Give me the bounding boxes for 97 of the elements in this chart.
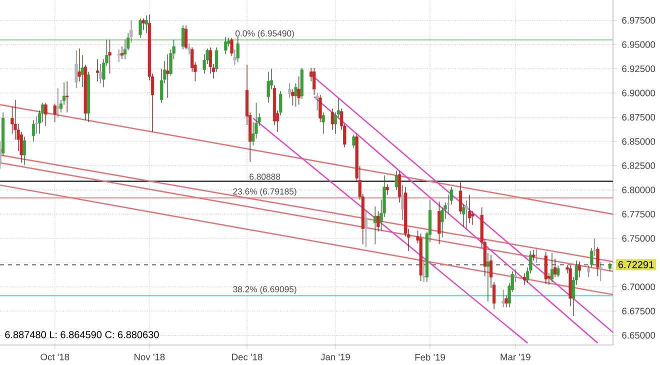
ref-line-label: 6.80888 <box>250 174 280 180</box>
candlestick <box>599 261 602 282</box>
y-tick-label: 6.87500 <box>622 114 656 121</box>
candlestick <box>553 258 557 278</box>
candlestick <box>22 136 26 166</box>
y-tick-label: 6.90000 <box>622 90 656 96</box>
candlestick <box>312 68 316 96</box>
y-tick-label: 6.82500 <box>622 162 656 170</box>
candlestick <box>514 269 517 282</box>
candlestick <box>522 272 526 286</box>
ref-line-label: 0.0% (6.95490) <box>236 30 294 38</box>
x-tick-label: Nov '18 <box>134 354 165 360</box>
candlestick <box>316 92 319 111</box>
ref-line-label: 23.6% (6.79185) <box>233 188 296 196</box>
candlestick <box>266 71 270 104</box>
candlestick <box>593 238 596 256</box>
y-tick-label: 6.97500 <box>622 17 656 24</box>
candlestick <box>120 46 124 60</box>
candlestick <box>471 210 474 226</box>
candlestick <box>374 206 377 245</box>
candlestick <box>587 265 590 278</box>
candlestick <box>32 120 36 142</box>
candlestick <box>394 170 398 190</box>
y-tick-label: 6.75000 <box>622 235 656 242</box>
candlestick <box>465 200 468 230</box>
candlestick <box>99 64 102 84</box>
x-tick-label: Feb '19 <box>415 354 445 361</box>
candlestick <box>462 204 466 228</box>
candlestick <box>550 252 554 282</box>
candlestick <box>288 83 292 98</box>
y-tick-label: 6.65000 <box>622 332 656 339</box>
x-tick-label: Jan '19 <box>320 354 350 360</box>
y-tick-label: 6.70000 <box>622 284 656 290</box>
candlestick <box>181 24 185 50</box>
candlestick <box>184 24 188 50</box>
candlestick <box>117 49 121 62</box>
candlestick <box>502 289 505 308</box>
candlestick <box>74 50 78 89</box>
candlestick <box>450 186 453 205</box>
y-tick-label: 6.77500 <box>622 210 656 218</box>
ref-line-label: 6.72291 <box>618 261 654 268</box>
x-tick-label: Oct '18 <box>40 354 70 360</box>
candlestick <box>236 36 240 62</box>
candlestick <box>544 252 548 284</box>
candlestick <box>108 39 112 74</box>
candlestick <box>486 252 490 302</box>
ref-line-label: 38.2% (6.69095) <box>233 286 296 294</box>
x-tick-label: Mar '19 <box>500 354 530 360</box>
y-tick-label: 6.85000 <box>622 138 656 145</box>
candlestick <box>297 76 300 105</box>
candlestick <box>233 49 236 66</box>
y-tick-label: 6.80000 <box>622 186 656 194</box>
candlestick <box>294 83 298 107</box>
candlestick <box>144 15 148 34</box>
candlestick <box>590 248 594 268</box>
candlestick <box>130 20 133 43</box>
candlestick <box>352 134 356 149</box>
y-tick-label: 6.92500 <box>622 66 656 72</box>
y-tick-label: 6.67500 <box>622 308 656 314</box>
candlestick <box>596 246 600 277</box>
annotation: 6.887480 L: 6.864590 C: 6.880630 <box>5 331 159 338</box>
candlestick <box>78 48 81 82</box>
candlestick <box>56 88 60 118</box>
candlestick <box>53 103 56 122</box>
candlestick <box>422 260 426 282</box>
candlestick <box>364 210 368 248</box>
candlestick <box>386 184 389 196</box>
candlestick <box>291 88 294 106</box>
candlestick <box>318 94 322 122</box>
x-tick-label: Dec '18 <box>232 354 262 360</box>
candlestick <box>458 182 462 215</box>
candlestick <box>401 184 404 220</box>
y-tick-label: 6.95000 <box>622 41 656 48</box>
candlestick <box>556 265 560 278</box>
candlestick <box>35 116 38 134</box>
candlestick <box>578 261 582 278</box>
candlestick <box>142 18 145 30</box>
candlestick <box>80 54 84 88</box>
candlestick <box>330 108 334 130</box>
candlestick <box>398 171 402 203</box>
candlestick <box>376 210 380 232</box>
candlestick <box>279 90 282 116</box>
candlestick <box>214 47 218 72</box>
candlestick <box>446 194 450 215</box>
candlestick <box>188 43 191 55</box>
candlestick <box>322 112 325 134</box>
candlestick <box>44 102 48 126</box>
candlestick <box>96 58 100 82</box>
candlestick <box>532 250 536 262</box>
candlestick <box>138 18 142 38</box>
candlestick <box>166 54 170 98</box>
candlestick <box>438 201 441 245</box>
candlestick <box>468 194 472 224</box>
candlestick <box>504 295 508 308</box>
candlestick <box>224 36 228 55</box>
candlestick <box>230 37 234 57</box>
candlestick <box>66 81 69 113</box>
